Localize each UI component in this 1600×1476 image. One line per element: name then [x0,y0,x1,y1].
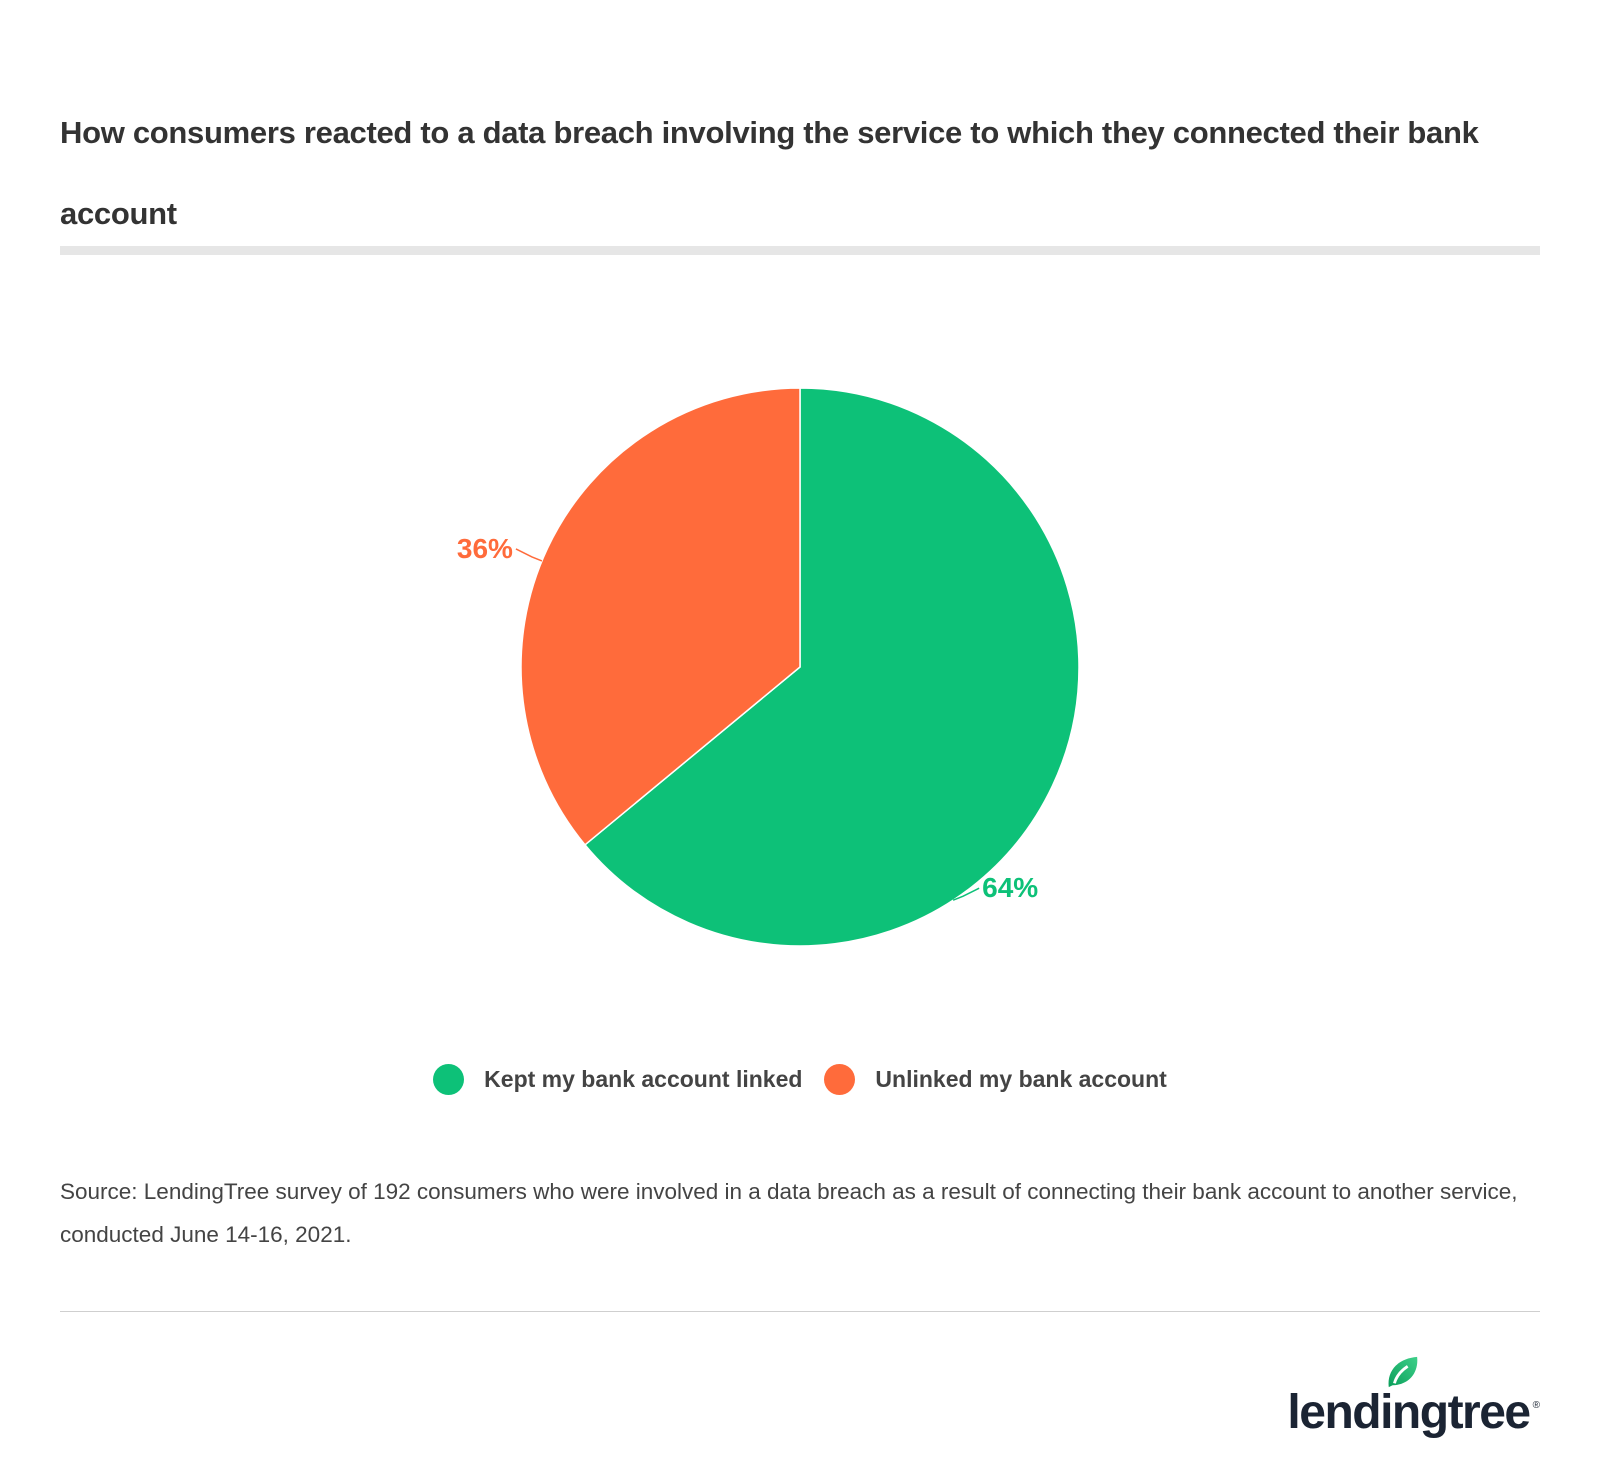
registered-mark: ® [1532,1400,1540,1411]
data-label-kept: 64% [982,872,1038,903]
legend-swatch-unlinked [824,1064,856,1095]
pie-slice-kept[interactable] [583,387,1080,947]
footer-divider [60,1311,1540,1312]
label-leader-kept [952,887,980,901]
logo-wordmark-row: lendingtree ® [1287,1389,1540,1437]
logo-wordmark: lendingtree [1287,1386,1531,1439]
data-label-unlinked: 36% [457,533,513,564]
leaf-icon [1388,1356,1418,1388]
title-divider [60,246,1540,255]
label-leader-unlinked [515,548,543,562]
legend-label-kept: Kept my bank account linked [484,1066,803,1092]
lendingtree-logo: lendingtree ® [1287,1355,1540,1437]
source-note: Source: LendingTree survey of 192 consum… [60,1179,1518,1247]
pie-slice-unlinked[interactable] [520,387,801,846]
legend-swatch-kept [433,1064,465,1095]
legend-label-unlinked: Unlinked my bank account [875,1066,1167,1092]
legend-item-unlinked[interactable]: Unlinked my bank account [824,1064,1167,1095]
legend-item-kept[interactable]: Kept my bank account linked [433,1064,802,1095]
chart-title: How consumers reacted to a data breach i… [60,115,1479,231]
legend: Kept my bank account linked Unlinked my … [0,1064,1600,1095]
